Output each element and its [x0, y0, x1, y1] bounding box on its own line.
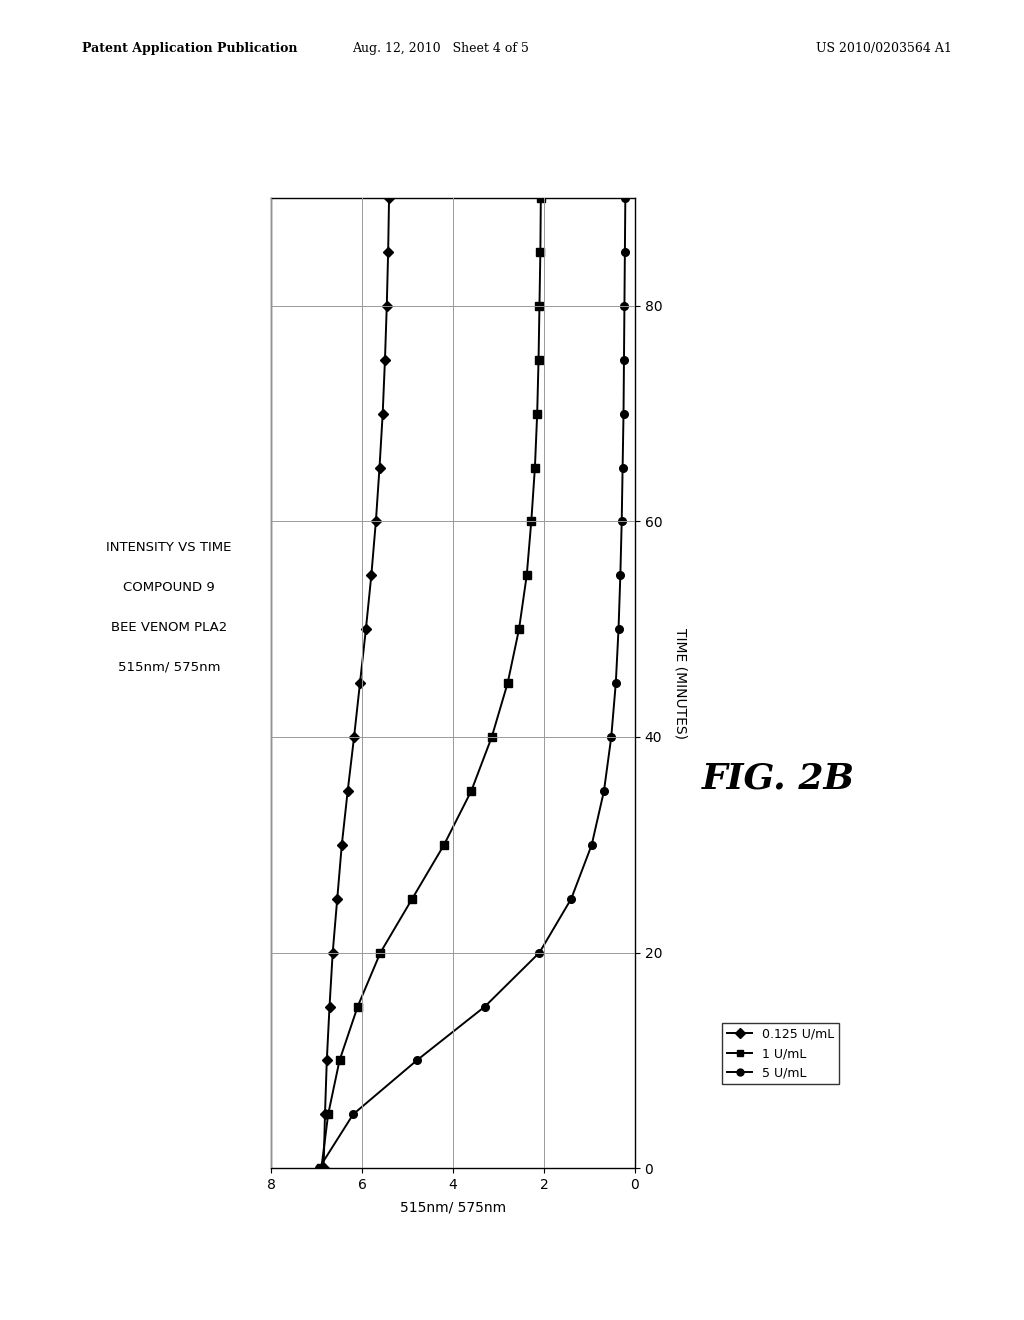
5 U/mL	[614, 568, 627, 583]
1 U/mL	[438, 837, 451, 853]
5 U/mL	[618, 298, 631, 314]
5 U/mL	[617, 405, 630, 421]
5 U/mL	[313, 1160, 326, 1176]
0.125 U/mL	[321, 1052, 333, 1068]
5 U/mL	[615, 513, 628, 529]
5 U/mL	[620, 190, 632, 206]
1 U/mL	[502, 675, 514, 690]
1 U/mL	[322, 1106, 334, 1122]
5 U/mL	[598, 783, 610, 799]
0.125 U/mL	[327, 945, 339, 961]
0.125 U/mL	[379, 351, 391, 367]
0.125 U/mL	[317, 1160, 330, 1176]
5 U/mL	[479, 998, 492, 1014]
1 U/mL	[535, 190, 547, 206]
0.125 U/mL	[354, 675, 367, 690]
1 U/mL	[528, 459, 541, 475]
5 U/mL	[612, 622, 625, 638]
0.125 U/mL	[331, 891, 343, 907]
Text: Aug. 12, 2010   Sheet 4 of 5: Aug. 12, 2010 Sheet 4 of 5	[352, 42, 528, 55]
1 U/mL	[334, 1052, 346, 1068]
0.125 U/mL	[336, 837, 348, 853]
1 U/mL	[525, 513, 538, 529]
Legend: 0.125 U/mL, 1 U/mL, 5 U/mL: 0.125 U/mL, 1 U/mL, 5 U/mL	[722, 1023, 840, 1084]
0.125 U/mL	[383, 190, 395, 206]
0.125 U/mL	[348, 729, 360, 744]
0.125 U/mL	[342, 783, 354, 799]
0.125 U/mL	[381, 298, 393, 314]
5 U/mL	[411, 1052, 423, 1068]
Text: COMPOUND 9: COMPOUND 9	[123, 581, 215, 594]
5 U/mL	[347, 1106, 359, 1122]
Line: 5 U/mL: 5 U/mL	[315, 194, 629, 1172]
5 U/mL	[586, 837, 598, 853]
5 U/mL	[616, 459, 629, 475]
0.125 U/mL	[370, 513, 382, 529]
Text: FIG. 2B: FIG. 2B	[701, 762, 855, 796]
1 U/mL	[485, 729, 498, 744]
1 U/mL	[532, 351, 545, 367]
5 U/mL	[617, 351, 630, 367]
1 U/mL	[535, 244, 547, 260]
Text: INTENSITY VS TIME: INTENSITY VS TIME	[106, 541, 231, 554]
1 U/mL	[315, 1160, 328, 1176]
Text: BEE VENOM PLA2: BEE VENOM PLA2	[111, 620, 227, 634]
0.125 U/mL	[324, 998, 336, 1014]
0.125 U/mL	[366, 568, 378, 583]
Text: US 2010/0203564 A1: US 2010/0203564 A1	[816, 42, 952, 55]
X-axis label: 515nm/ 575nm: 515nm/ 575nm	[400, 1200, 506, 1214]
Text: 515nm/ 575nm: 515nm/ 575nm	[118, 660, 220, 673]
Line: 1 U/mL: 1 U/mL	[317, 194, 545, 1172]
0.125 U/mL	[318, 1106, 331, 1122]
Line: 0.125 U/mL: 0.125 U/mL	[319, 194, 393, 1172]
1 U/mL	[513, 622, 525, 638]
1 U/mL	[375, 945, 387, 961]
5 U/mL	[618, 244, 631, 260]
5 U/mL	[565, 891, 578, 907]
1 U/mL	[534, 298, 546, 314]
5 U/mL	[534, 945, 546, 961]
1 U/mL	[531, 405, 544, 421]
1 U/mL	[465, 783, 477, 799]
0.125 U/mL	[377, 405, 389, 421]
Text: Patent Application Publication: Patent Application Publication	[82, 42, 297, 55]
Y-axis label: TIME (MINUTES): TIME (MINUTES)	[674, 627, 687, 739]
5 U/mL	[609, 675, 622, 690]
0.125 U/mL	[359, 622, 372, 638]
5 U/mL	[605, 729, 617, 744]
1 U/mL	[351, 998, 364, 1014]
1 U/mL	[407, 891, 419, 907]
1 U/mL	[520, 568, 532, 583]
0.125 U/mL	[382, 244, 394, 260]
0.125 U/mL	[374, 459, 386, 475]
